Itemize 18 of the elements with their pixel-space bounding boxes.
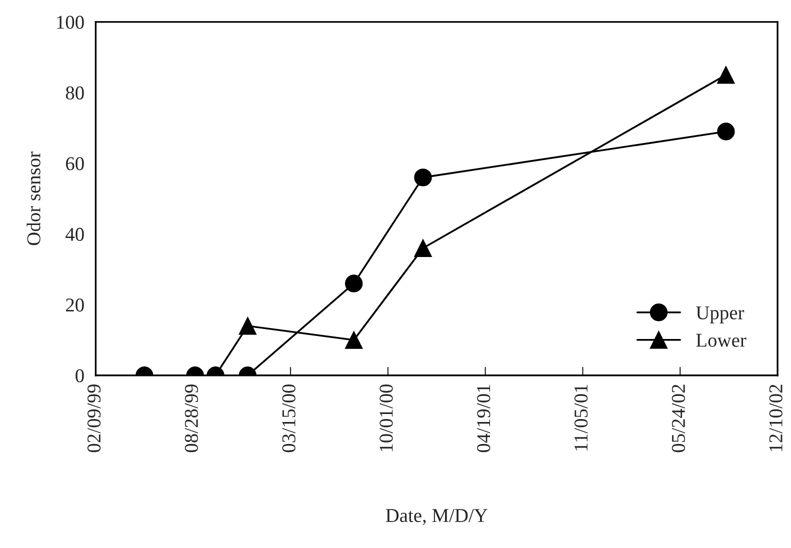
- x-tick-label: 08/28/99: [184, 384, 198, 452]
- y-tick-label: 80: [66, 86, 84, 100]
- x-tick-label: 04/19/01: [477, 384, 490, 452]
- y-tick-label: 0: [76, 369, 84, 382]
- legend-label: Lower: [696, 334, 746, 347]
- y-tick-label: 60: [66, 157, 84, 170]
- x-tick-label: 12/10/02: [769, 384, 782, 452]
- x-tick-label: 02/09/99: [87, 384, 101, 452]
- x-tick-label: 03/15/00: [282, 384, 296, 452]
- x-tick-label: 10/01/00: [380, 384, 393, 452]
- x-tick-label: 11/05/01: [574, 384, 588, 450]
- y-tick-label: 100: [57, 16, 84, 29]
- x-tick-label: 05/24/02: [672, 384, 686, 452]
- y-axis-title: Odor sensor: [26, 152, 40, 246]
- y-tick-label: 20: [66, 298, 84, 312]
- x-axis-title: Date, M/D/Y: [386, 509, 488, 525]
- legend-label: Upper: [696, 306, 744, 324]
- y-tick-label: 40: [66, 228, 84, 241]
